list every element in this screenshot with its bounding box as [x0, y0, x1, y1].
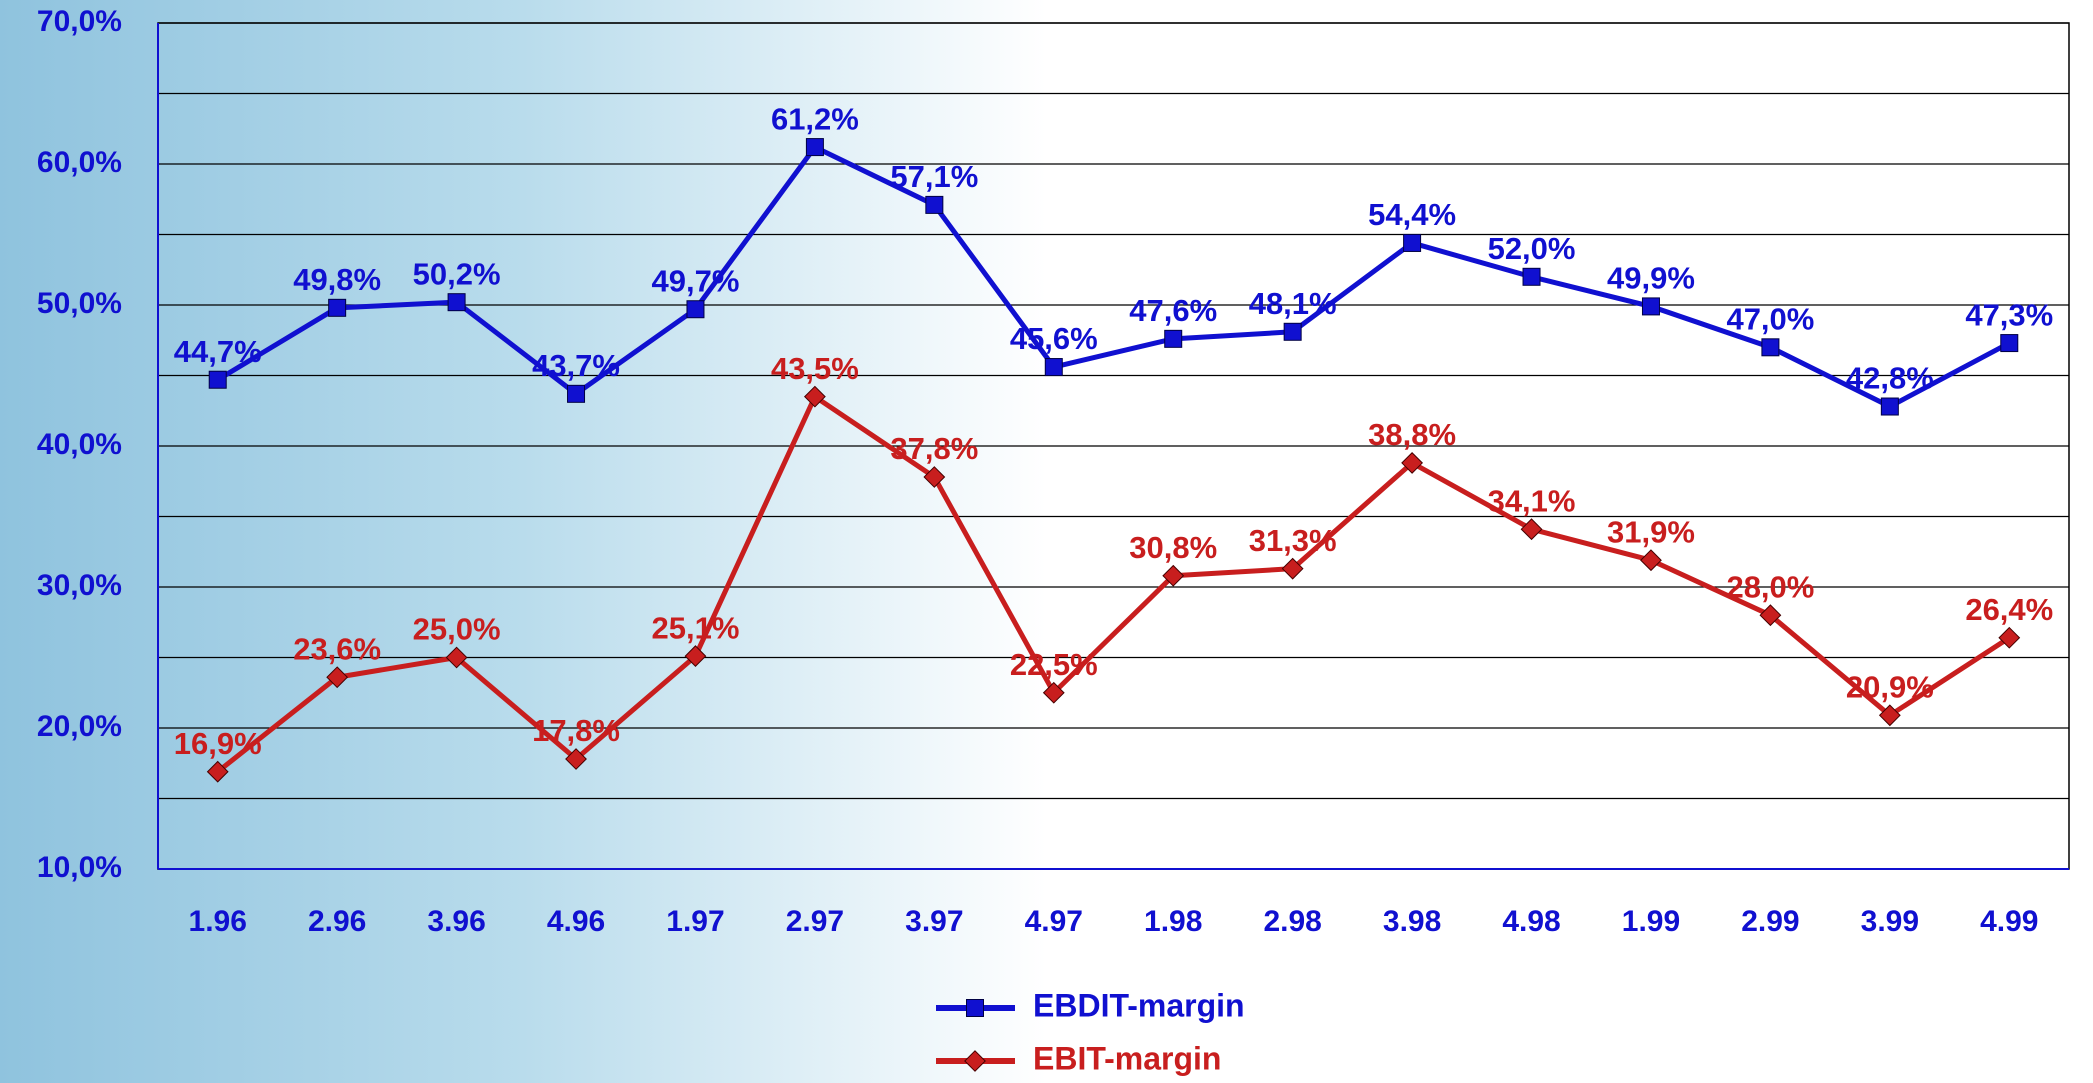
legend-label: EBDIT-margin — [1033, 987, 1245, 1023]
marker — [803, 385, 826, 408]
x-tick-label: 3.99 — [1861, 905, 1919, 938]
data-label: 61,2% — [771, 101, 859, 136]
marker — [1401, 452, 1423, 474]
marker — [686, 300, 705, 319]
marker — [326, 666, 349, 689]
data-label: 34,1% — [1488, 483, 1576, 518]
data-label: 25,1% — [652, 610, 740, 645]
marker — [1520, 518, 1543, 541]
legend-marker — [964, 1050, 986, 1072]
marker — [206, 760, 229, 783]
data-label: 31,9% — [1607, 514, 1695, 549]
marks: 44,7% 49,8% 50,2% 43,7% 49,7% 61,2% 57,1% 45,6%… — [174, 101, 2053, 783]
grid — [158, 22, 2069, 870]
x-tick-label: 4.98 — [1502, 905, 1560, 938]
x-tick-label: 3.98 — [1383, 905, 1441, 938]
data-label: 20,9% — [1846, 669, 1934, 704]
marker — [1281, 557, 1304, 580]
marker — [684, 645, 707, 667]
data-label: 57,1% — [890, 159, 978, 194]
marker — [805, 138, 824, 157]
data-label: 23,6% — [293, 631, 381, 666]
data-label: 37,8% — [890, 431, 978, 466]
marker — [1880, 397, 1899, 416]
marker — [1042, 681, 1065, 704]
y-tick-label: 30,0% — [37, 569, 122, 602]
marker — [565, 748, 587, 770]
marker — [1759, 604, 1782, 627]
x-tick-label: 3.97 — [905, 905, 963, 938]
data-label: 54,4% — [1368, 197, 1456, 232]
data-label: 43,7% — [532, 348, 620, 383]
marker — [1403, 233, 1422, 252]
x-tick-label: 2.98 — [1263, 905, 1321, 938]
y-tick-label: 40,0% — [37, 428, 122, 461]
data-label: 22,5% — [1010, 647, 1098, 682]
marker — [445, 646, 468, 669]
x-tick-label: 2.99 — [1741, 905, 1799, 938]
data-label: 47,3% — [1965, 297, 2053, 332]
series-line — [216, 144, 2011, 410]
marker — [1044, 358, 1063, 377]
data-label: 28,0% — [1726, 569, 1814, 604]
x-tick-label: 4.99 — [1980, 905, 2038, 938]
data-label: 30,8% — [1129, 530, 1217, 565]
y-tick-label: 10,0% — [37, 851, 122, 884]
marker — [1162, 564, 1185, 587]
data-label: 49,7% — [652, 263, 740, 298]
data-label: 44,7% — [174, 334, 262, 369]
x-tick-label: 4.97 — [1025, 905, 1083, 938]
y-tick-label: 60,0% — [37, 146, 122, 179]
data-label: 49,9% — [1607, 261, 1695, 296]
data-label: 25,0% — [413, 612, 501, 647]
marker — [1522, 267, 1541, 286]
y-tick-label: 50,0% — [37, 287, 122, 320]
data-label: 16,9% — [174, 726, 262, 761]
marker — [925, 195, 944, 214]
marker — [1283, 322, 1302, 341]
marker — [567, 384, 586, 403]
legend: EBDIT-margin EBIT-margin — [936, 987, 1245, 1076]
x-tick-label: 1.98 — [1144, 905, 1202, 938]
marker — [1164, 329, 1183, 348]
marker — [1998, 626, 2021, 649]
y-tick-label: 70,0% — [37, 5, 122, 38]
marker — [1761, 338, 1780, 357]
data-label: 45,6% — [1010, 321, 1098, 356]
data-label: 17,8% — [532, 713, 620, 748]
x-tick-label: 4.96 — [547, 905, 605, 938]
marker — [1641, 297, 1660, 316]
marker — [208, 370, 227, 389]
data-label: 42,8% — [1846, 361, 1934, 396]
data-label: 47,6% — [1129, 293, 1217, 328]
data-label: 50,2% — [413, 256, 501, 291]
x-tick-label: 1.97 — [666, 905, 724, 938]
marker — [447, 293, 466, 312]
series-line — [216, 394, 2011, 774]
data-label: 48,1% — [1249, 286, 1337, 321]
data-label: 47,0% — [1726, 301, 1814, 336]
data-label: 43,5% — [771, 351, 859, 386]
marker — [1640, 549, 1662, 572]
data-label: 49,8% — [293, 262, 381, 297]
legend-label: EBIT-margin — [1033, 1040, 1221, 1076]
marker — [923, 466, 946, 488]
data-label: 31,3% — [1249, 523, 1337, 558]
x-tick-label: 1.99 — [1622, 905, 1680, 938]
x-tick-label: 3.96 — [427, 905, 485, 938]
marker — [2000, 334, 2019, 353]
x-tick-label: 1.96 — [189, 905, 247, 938]
legend-marker — [966, 999, 984, 1017]
marker — [328, 298, 347, 317]
data-label: 38,8% — [1368, 417, 1456, 452]
x-tick-label: 2.96 — [308, 905, 366, 938]
data-label: 52,0% — [1488, 231, 1576, 266]
x-tick-label: 2.97 — [786, 905, 844, 938]
data-label: 26,4% — [1965, 592, 2053, 627]
marker — [1878, 704, 1901, 727]
y-tick-label: 20,0% — [37, 710, 122, 743]
